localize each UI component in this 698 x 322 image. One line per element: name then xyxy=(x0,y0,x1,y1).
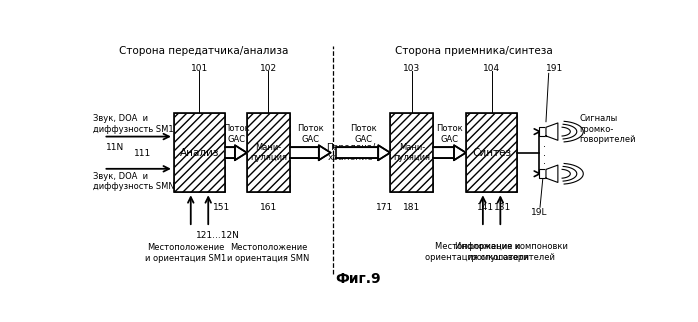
Bar xyxy=(174,113,225,192)
Text: Поток
GAC: Поток GAC xyxy=(350,124,376,144)
Text: Передача/
хранение: Передача/ хранение xyxy=(326,143,376,162)
Bar xyxy=(466,113,517,192)
Polygon shape xyxy=(336,145,390,160)
Text: Сигналы
громко-
говорителей: Сигналы громко- говорителей xyxy=(579,114,636,144)
Bar xyxy=(174,113,225,192)
Text: 102: 102 xyxy=(260,64,277,73)
Text: 141: 141 xyxy=(477,203,494,212)
Text: Фиг.9: Фиг.9 xyxy=(335,272,380,286)
Text: .
.
.: . . . xyxy=(543,139,546,166)
Text: Анализ: Анализ xyxy=(180,148,219,158)
Text: Мани-
пуляция: Мани- пуляция xyxy=(250,143,287,162)
Polygon shape xyxy=(454,145,466,160)
Polygon shape xyxy=(433,145,466,160)
Text: 171: 171 xyxy=(376,203,394,212)
Polygon shape xyxy=(290,147,319,158)
Text: Сторона приемника/синтеза: Сторона приемника/синтеза xyxy=(395,46,553,56)
Polygon shape xyxy=(225,147,235,158)
Bar xyxy=(539,127,546,136)
Text: Мани-
пуляция: Мани- пуляция xyxy=(393,143,431,162)
Polygon shape xyxy=(546,123,558,140)
Text: 11N: 11N xyxy=(106,143,124,152)
Text: Звук, DOA  и
диффузность SM1: Звук, DOA и диффузность SM1 xyxy=(93,115,173,134)
Text: Местоположение
и ориентация SM1: Местоположение и ориентация SM1 xyxy=(144,243,226,263)
Polygon shape xyxy=(433,147,454,158)
Text: Синтез: Синтез xyxy=(472,148,511,158)
Text: 191: 191 xyxy=(546,64,563,73)
Text: 161: 161 xyxy=(260,203,277,212)
Bar xyxy=(247,113,290,192)
Text: Поток
GAC: Поток GAC xyxy=(297,124,324,144)
Polygon shape xyxy=(319,145,331,160)
Text: Звук, DOA  и
диффузность SMN: Звук, DOA и диффузность SMN xyxy=(93,172,174,191)
Text: Сторона передатчика/анализа: Сторона передатчика/анализа xyxy=(119,46,288,56)
Bar xyxy=(390,113,433,192)
Text: Местоположение и
ориентация слушателя: Местоположение и ориентация слушателя xyxy=(426,242,530,261)
Text: 151: 151 xyxy=(213,203,230,212)
Polygon shape xyxy=(225,145,247,160)
Polygon shape xyxy=(235,145,247,160)
Text: 181: 181 xyxy=(403,203,420,212)
Polygon shape xyxy=(290,145,331,160)
Text: Поток
GAC: Поток GAC xyxy=(436,124,463,144)
Text: Информация компоновки
громкоговорителей: Информация компоновки громкоговорителей xyxy=(454,242,567,261)
Text: 103: 103 xyxy=(403,64,420,73)
Bar xyxy=(390,113,433,192)
Text: 121...12N: 121...12N xyxy=(196,231,240,240)
Polygon shape xyxy=(378,145,390,160)
Bar xyxy=(466,113,517,192)
Text: 19L: 19L xyxy=(530,208,547,217)
Text: Местоположение
и ориентация SMN: Местоположение и ориентация SMN xyxy=(228,243,310,263)
Text: 111: 111 xyxy=(134,149,151,158)
Bar xyxy=(247,113,290,192)
Text: Поток
GAC: Поток GAC xyxy=(223,124,249,144)
Bar xyxy=(539,169,546,178)
Text: 131: 131 xyxy=(494,203,512,212)
Text: 104: 104 xyxy=(483,64,500,73)
Text: 101: 101 xyxy=(191,64,208,73)
Polygon shape xyxy=(336,147,378,158)
Polygon shape xyxy=(546,165,558,183)
